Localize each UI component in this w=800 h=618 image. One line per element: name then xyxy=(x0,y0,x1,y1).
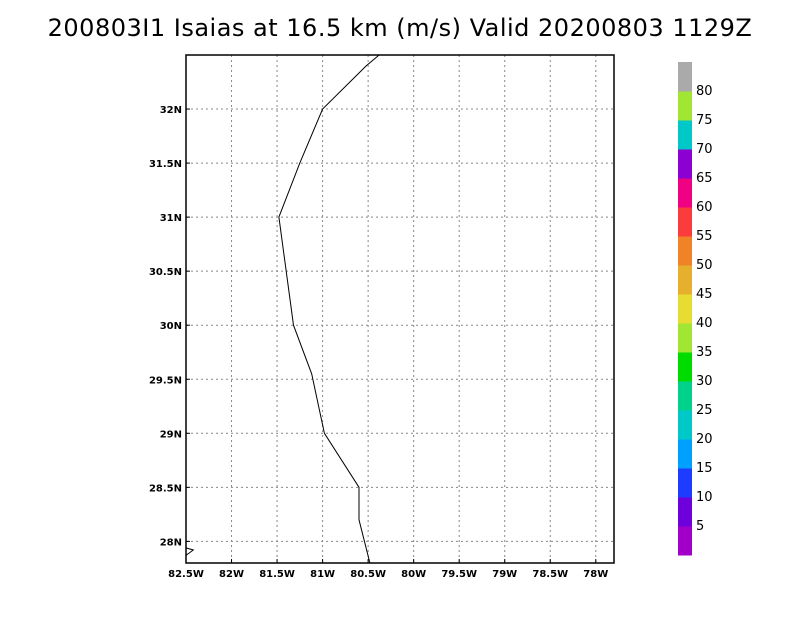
colorbar-label: 10 xyxy=(696,490,713,505)
coastline-fragment xyxy=(185,547,195,556)
colorbar-segment xyxy=(678,410,692,440)
colorbar-segment xyxy=(678,207,692,237)
colorbar-segment xyxy=(678,236,692,266)
lat-tick-label: 30.5N xyxy=(149,267,182,278)
colorbar-segment xyxy=(678,381,692,411)
lon-tick-label: 82W xyxy=(219,569,244,580)
chart-title: 200803I1 Isaias at 16.5 km (m/s) Valid 2… xyxy=(47,14,753,42)
map-frame xyxy=(185,54,615,564)
lat-tick-label: 28N xyxy=(160,537,182,548)
colorbar-label: 55 xyxy=(696,229,713,244)
lon-tick-label: 81.5W xyxy=(259,569,295,580)
colorbar-label: 60 xyxy=(696,200,713,215)
lat-tick-label: 28.5N xyxy=(149,483,182,494)
colorbar-segment xyxy=(678,265,692,295)
lat-tick-label: 31.5N xyxy=(149,159,182,170)
colorbar-segment xyxy=(678,468,692,498)
colorbar-label: 65 xyxy=(696,171,713,186)
colorbar-segment xyxy=(678,439,692,469)
lon-tick-label: 81W xyxy=(310,569,335,580)
grid-lines xyxy=(186,55,614,563)
colorbar-segment xyxy=(678,62,692,92)
lon-tick-label: 82.5W xyxy=(168,569,204,580)
colorbar-label: 70 xyxy=(696,142,713,157)
colorbar-label: 25 xyxy=(696,403,713,418)
colorbar-segment xyxy=(678,323,692,353)
colorbar-label: 20 xyxy=(696,432,713,447)
colorbar-segment xyxy=(678,352,692,382)
colorbar-segment xyxy=(678,91,692,121)
colorbar-label: 45 xyxy=(696,287,713,302)
colorbar-segment xyxy=(678,120,692,150)
colorbar-label: 40 xyxy=(696,316,713,331)
lon-tick-label: 80.5W xyxy=(350,569,386,580)
colorbar-label: 30 xyxy=(696,374,713,389)
lat-tick-label: 31N xyxy=(160,213,182,224)
colorbar-label: 50 xyxy=(696,258,713,273)
lat-tick-label: 29.5N xyxy=(149,375,182,386)
colorbar-label: 80 xyxy=(696,84,713,99)
colorbar-label: 35 xyxy=(696,345,713,360)
lon-tick-label: 78.5W xyxy=(532,569,568,580)
lat-tick-label: 32N xyxy=(160,105,182,116)
coastline xyxy=(185,54,380,564)
colorbar-segment xyxy=(678,149,692,179)
lat-tick-label: 30N xyxy=(160,321,182,332)
colorbar-label: 5 xyxy=(696,519,704,534)
colorbar-segment xyxy=(678,526,692,556)
colorbar-segment xyxy=(678,178,692,208)
colorbar-label: 15 xyxy=(696,461,713,476)
lon-tick-label: 80W xyxy=(401,569,426,580)
lon-tick-label: 79.5W xyxy=(441,569,477,580)
lon-tick-label: 78W xyxy=(583,569,608,580)
lon-tick-label: 79W xyxy=(492,569,517,580)
axis-ticks: 82.5W 82W 81.5W 81W 80.5W 80W 79.5W 79W 78.5W 78W… xyxy=(149,105,608,580)
colorbar-segment xyxy=(678,294,692,324)
colorbar-label: 75 xyxy=(696,113,713,128)
lat-tick-label: 29N xyxy=(160,429,182,440)
colorbar: 5 10 15 20 25 30 35 40 45 50 55 60 65 70 75 80 xyxy=(678,62,713,556)
coastline-east xyxy=(278,54,380,564)
colorbar-segment xyxy=(678,497,692,527)
